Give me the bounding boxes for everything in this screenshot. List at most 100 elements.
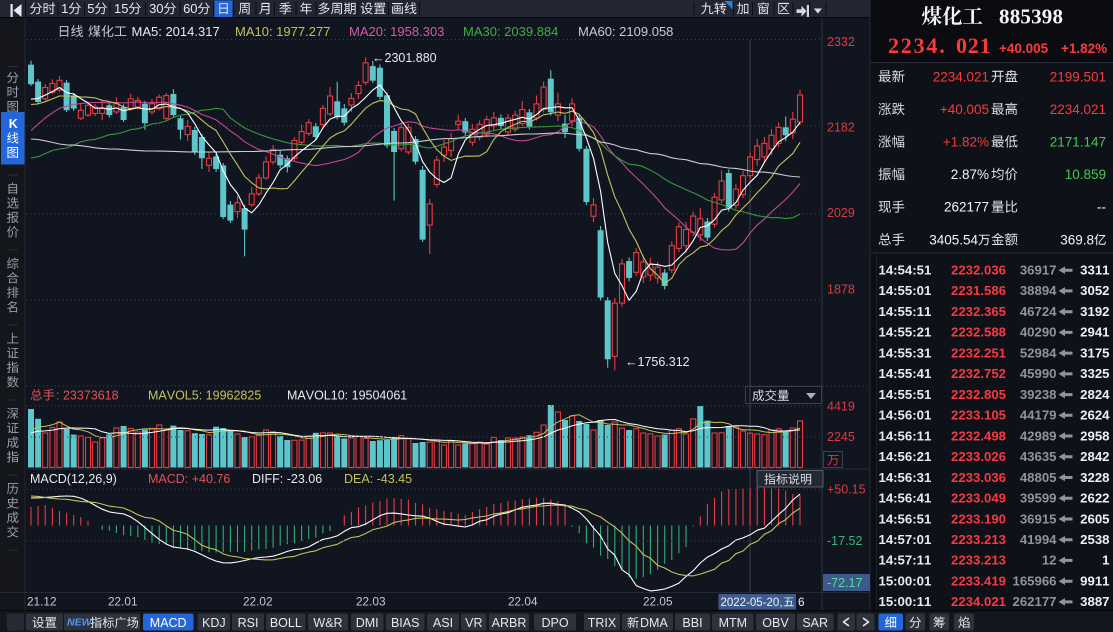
svg-text:39238: 39238 <box>1020 387 1057 402</box>
svg-text:22.05: 22.05 <box>643 595 673 609</box>
svg-text:K: K <box>9 117 18 131</box>
svg-text:DPO: DPO <box>541 616 568 630</box>
svg-text:14:56:31: 14:56:31 <box>879 470 932 485</box>
svg-text:22.03: 22.03 <box>356 595 386 609</box>
svg-text:1: 1 <box>114 1 121 16</box>
svg-text:3405.54: 3405.54 <box>929 232 978 247</box>
svg-text:2234.021: 2234.021 <box>1050 102 1106 117</box>
svg-text:52984: 52984 <box>1020 345 1057 360</box>
svg-text:2232.498: 2232.498 <box>951 428 1006 443</box>
svg-text:2231.586: 2231.586 <box>951 283 1006 298</box>
svg-text:+1.82%: +1.82% <box>1061 41 1107 56</box>
svg-text:2233.026: 2233.026 <box>951 449 1006 464</box>
svg-text:DEA: -43.45: DEA: -43.45 <box>344 472 412 486</box>
svg-text:262177: 262177 <box>944 200 989 215</box>
svg-text:369.8: 369.8 <box>1060 232 1094 247</box>
svg-text:36917: 36917 <box>1020 263 1057 278</box>
svg-text:0: 0 <box>156 1 163 16</box>
svg-text:+40.005: +40.005 <box>999 41 1049 56</box>
svg-text:14:57:01: 14:57:01 <box>879 532 932 547</box>
svg-text:3052: 3052 <box>1080 283 1109 298</box>
svg-text:2232.365: 2232.365 <box>951 304 1006 319</box>
svg-text:3175: 3175 <box>1080 345 1109 360</box>
svg-text:14:55:21: 14:55:21 <box>879 325 932 340</box>
svg-text:2232.752: 2232.752 <box>951 366 1006 381</box>
svg-text:W&R: W&R <box>313 616 342 630</box>
svg-text:NEW: NEW <box>67 617 93 629</box>
svg-text:22.04: 22.04 <box>508 595 538 609</box>
svg-text:2842: 2842 <box>1080 449 1109 464</box>
svg-text:-72.17: -72.17 <box>827 576 862 590</box>
svg-text:43635: 43635 <box>1020 449 1057 464</box>
svg-text:SAR: SAR <box>802 616 828 630</box>
svg-text:10.859: 10.859 <box>1065 167 1106 182</box>
svg-text:3228: 3228 <box>1080 470 1109 485</box>
svg-text:2234.021: 2234.021 <box>933 69 989 84</box>
svg-text:9911: 9911 <box>1080 574 1109 589</box>
svg-text:42989: 42989 <box>1020 428 1057 443</box>
svg-text:ARBR: ARBR <box>492 616 527 630</box>
svg-text:MA30: 2039.884: MA30: 2039.884 <box>463 24 558 39</box>
svg-text:DMI: DMI <box>356 616 379 630</box>
svg-text:2182: 2182 <box>827 121 855 135</box>
svg-text:KDJ: KDJ <box>202 616 226 630</box>
svg-text:4419: 4419 <box>827 400 855 414</box>
svg-text:3887: 3887 <box>1080 594 1109 609</box>
svg-text:22.01: 22.01 <box>108 595 138 609</box>
svg-text:2538: 2538 <box>1080 532 1109 547</box>
svg-text:14:56:51: 14:56:51 <box>879 511 932 526</box>
svg-text:MTM: MTM <box>719 616 747 630</box>
svg-text:2332: 2332 <box>827 35 855 49</box>
svg-text:885398: 885398 <box>999 5 1063 29</box>
svg-text:MACD: MACD <box>150 616 187 630</box>
svg-text:-17.52: -17.52 <box>827 534 862 548</box>
svg-text:45990: 45990 <box>1020 366 1057 381</box>
svg-text:2232.805: 2232.805 <box>951 387 1006 402</box>
svg-text:2958: 2958 <box>1080 428 1109 443</box>
svg-text:5: 5 <box>121 1 128 16</box>
svg-text:2232.588: 2232.588 <box>951 325 1006 340</box>
svg-text:14:57:11: 14:57:11 <box>879 553 932 568</box>
svg-text:6: 6 <box>183 1 190 16</box>
svg-text:36915: 36915 <box>1020 511 1057 526</box>
svg-text:--: -- <box>1097 200 1106 215</box>
svg-text:DMA: DMA <box>640 616 668 630</box>
svg-text:2605: 2605 <box>1080 511 1109 526</box>
svg-text:3311: 3311 <box>1080 263 1109 278</box>
svg-text:21.12: 21.12 <box>27 595 57 609</box>
svg-text:2622: 2622 <box>1080 491 1109 506</box>
svg-text:46724: 46724 <box>1020 304 1057 319</box>
svg-text:14:56:11: 14:56:11 <box>879 428 932 443</box>
svg-text:3325: 3325 <box>1080 366 1109 381</box>
svg-text:2233.419: 2233.419 <box>951 574 1006 589</box>
svg-text:2233.049: 2233.049 <box>951 491 1006 506</box>
svg-text:2245: 2245 <box>827 430 855 444</box>
svg-text:BIAS: BIAS <box>391 616 420 630</box>
svg-text:MAVOL10: 19504061: MAVOL10: 19504061 <box>287 389 407 403</box>
svg-text:+1.82%: +1.82% <box>943 135 989 150</box>
svg-text:14:55:31: 14:55:31 <box>879 345 932 360</box>
svg-text:←2301.880: ←2301.880 <box>372 51 437 65</box>
svg-text:MA5: 2014.317: MA5: 2014.317 <box>132 24 220 39</box>
svg-text:MAVOL5: 19962825: MAVOL5: 19962825 <box>148 389 261 403</box>
svg-text:2232.251: 2232.251 <box>951 345 1006 360</box>
svg-text:2233.213: 2233.213 <box>951 532 1006 547</box>
svg-text:0: 0 <box>190 1 197 16</box>
svg-text:14:55:51: 14:55:51 <box>879 387 932 402</box>
svg-text:+40.005: +40.005 <box>940 102 989 117</box>
svg-text:RSI: RSI <box>238 616 259 630</box>
svg-text:40290: 40290 <box>1020 325 1057 340</box>
svg-text:14:56:01: 14:56:01 <box>879 408 932 423</box>
svg-text:14:56:41: 14:56:41 <box>879 491 932 506</box>
svg-text:3: 3 <box>149 1 156 16</box>
svg-text:38894: 38894 <box>1020 283 1057 298</box>
svg-text:2233.190: 2233.190 <box>951 511 1006 526</box>
svg-text:1878: 1878 <box>827 283 855 297</box>
svg-text:DIFF: -23.06: DIFF: -23.06 <box>252 472 322 486</box>
svg-text:2.87%: 2.87% <box>951 167 989 182</box>
svg-text:2941: 2941 <box>1080 325 1109 340</box>
svg-text:MACD: +40.76: MACD: +40.76 <box>148 472 230 486</box>
svg-text:44179: 44179 <box>1020 408 1057 423</box>
svg-text:1: 1 <box>1102 553 1109 568</box>
svg-text:2171.147: 2171.147 <box>1050 135 1106 150</box>
